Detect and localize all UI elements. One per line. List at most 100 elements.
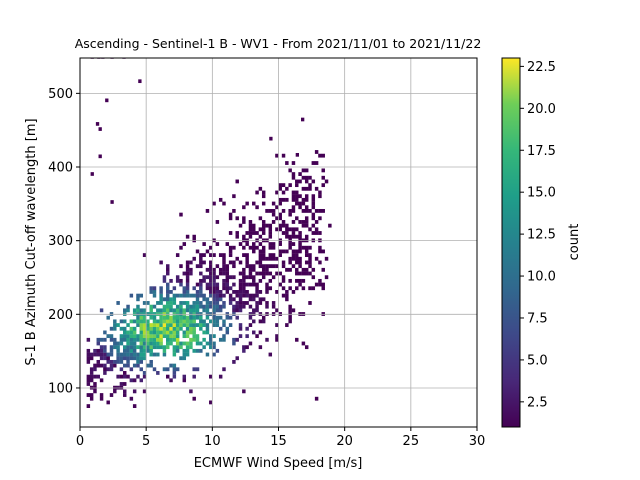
heatmap-cell — [136, 374, 140, 379]
heatmap-cell — [159, 323, 163, 327]
heatmap-cell — [311, 201, 316, 206]
heatmap-cell — [215, 286, 220, 291]
heatmap-cell — [159, 297, 163, 302]
heatmap-cell — [123, 393, 127, 397]
heatmap-cell — [248, 231, 253, 235]
heatmap-cell — [172, 308, 177, 313]
heatmap-cell — [195, 249, 200, 254]
heatmap-cell — [175, 330, 180, 335]
heatmap-cell — [271, 275, 276, 280]
heatmap-cell — [232, 245, 236, 250]
heatmap-cell — [175, 341, 180, 346]
heatmap-cell — [185, 308, 190, 313]
heatmap-cell — [304, 223, 309, 228]
heatmap-cell — [291, 172, 296, 176]
heatmap-cell — [116, 345, 120, 350]
heatmap-cell — [139, 345, 144, 350]
heatmap-cell — [123, 308, 127, 313]
heatmap-cell — [252, 267, 256, 272]
heatmap-cell — [255, 293, 259, 298]
heatmap-cell — [152, 323, 157, 327]
heatmap-cell — [248, 275, 253, 280]
heatmap-cell — [199, 348, 203, 353]
heatmap-cell — [139, 341, 144, 346]
heatmap-cell — [291, 175, 296, 180]
outlier-cell — [138, 79, 142, 84]
heatmap-cell — [321, 153, 325, 158]
heatmap-cell — [96, 374, 100, 379]
heatmap-cell — [89, 367, 94, 372]
heatmap-cell — [175, 334, 180, 339]
heatmap-cell — [192, 396, 196, 401]
heatmap-cell — [275, 290, 279, 294]
heatmap-cell — [156, 323, 160, 327]
heatmap-cell — [149, 330, 153, 335]
heatmap-cell — [321, 208, 325, 213]
heatmap-cell — [156, 352, 160, 357]
heatmap-cell — [225, 271, 230, 276]
heatmap-cell — [99, 393, 104, 397]
heatmap-cell — [132, 337, 137, 342]
heatmap-cell — [86, 356, 91, 361]
heatmap-cell — [116, 341, 120, 346]
heatmap-cell — [152, 337, 157, 342]
heatmap-cell — [205, 249, 210, 254]
heatmap-cell — [248, 220, 253, 224]
heatmap-cell — [86, 374, 91, 379]
heatmap-cell — [185, 330, 190, 335]
heatmap-cell — [142, 334, 147, 339]
heatmap-cell — [258, 290, 263, 294]
heatmap-cell — [172, 352, 177, 357]
heatmap-cell — [142, 326, 147, 331]
heatmap-cell — [205, 275, 210, 280]
heatmap-cell — [166, 341, 170, 346]
heatmap-cell — [261, 201, 266, 206]
heatmap-cell — [245, 275, 249, 280]
heatmap-cell — [139, 326, 144, 331]
heatmap-cell — [232, 282, 236, 287]
heatmap-cell — [238, 326, 243, 331]
heatmap-cell — [268, 278, 273, 283]
heatmap-cell — [298, 201, 302, 206]
heatmap-cell — [179, 326, 183, 331]
heatmap-cell — [182, 315, 187, 320]
heatmap-cell — [275, 227, 279, 232]
heatmap-cell — [209, 374, 213, 379]
heatmap-cell — [228, 216, 233, 221]
heatmap-cell — [139, 308, 144, 313]
heatmap-cell — [252, 282, 256, 287]
heatmap-cell — [321, 168, 325, 173]
colorbar-label: count — [567, 224, 582, 261]
heatmap-cell — [301, 278, 306, 283]
heatmap-cell — [152, 367, 157, 372]
heatmap-cell — [93, 352, 97, 357]
heatmap-cell — [222, 264, 226, 269]
heatmap-cell — [255, 282, 259, 287]
heatmap-cell — [275, 264, 279, 269]
heatmap-cell — [159, 286, 163, 291]
heatmap-cell — [291, 308, 296, 313]
heatmap-cell — [182, 242, 187, 246]
heatmap-cell — [185, 290, 190, 294]
heatmap-cell — [258, 249, 263, 254]
heatmap-cell — [311, 231, 316, 235]
heatmap-cell — [146, 363, 150, 368]
colorbar-tick-label: 15.0 — [527, 186, 556, 201]
heatmap-cell — [86, 378, 91, 383]
heatmap-cell — [242, 271, 246, 276]
heatmap-cell — [119, 341, 124, 346]
heatmap-cell — [205, 326, 210, 331]
heatmap-cell — [129, 334, 134, 339]
heatmap-cell — [308, 286, 312, 291]
heatmap-cell — [175, 304, 180, 309]
heatmap-cell — [142, 345, 147, 350]
heatmap-cell — [199, 323, 203, 327]
heatmap-cell — [258, 242, 263, 246]
heatmap-cell — [86, 393, 91, 397]
heatmap-cell — [245, 301, 249, 305]
heatmap-cell — [232, 304, 236, 309]
heatmap-cell — [123, 371, 127, 375]
heatmap-cell — [318, 260, 322, 265]
heatmap-cell — [308, 227, 312, 232]
heatmap-cell — [185, 264, 190, 269]
